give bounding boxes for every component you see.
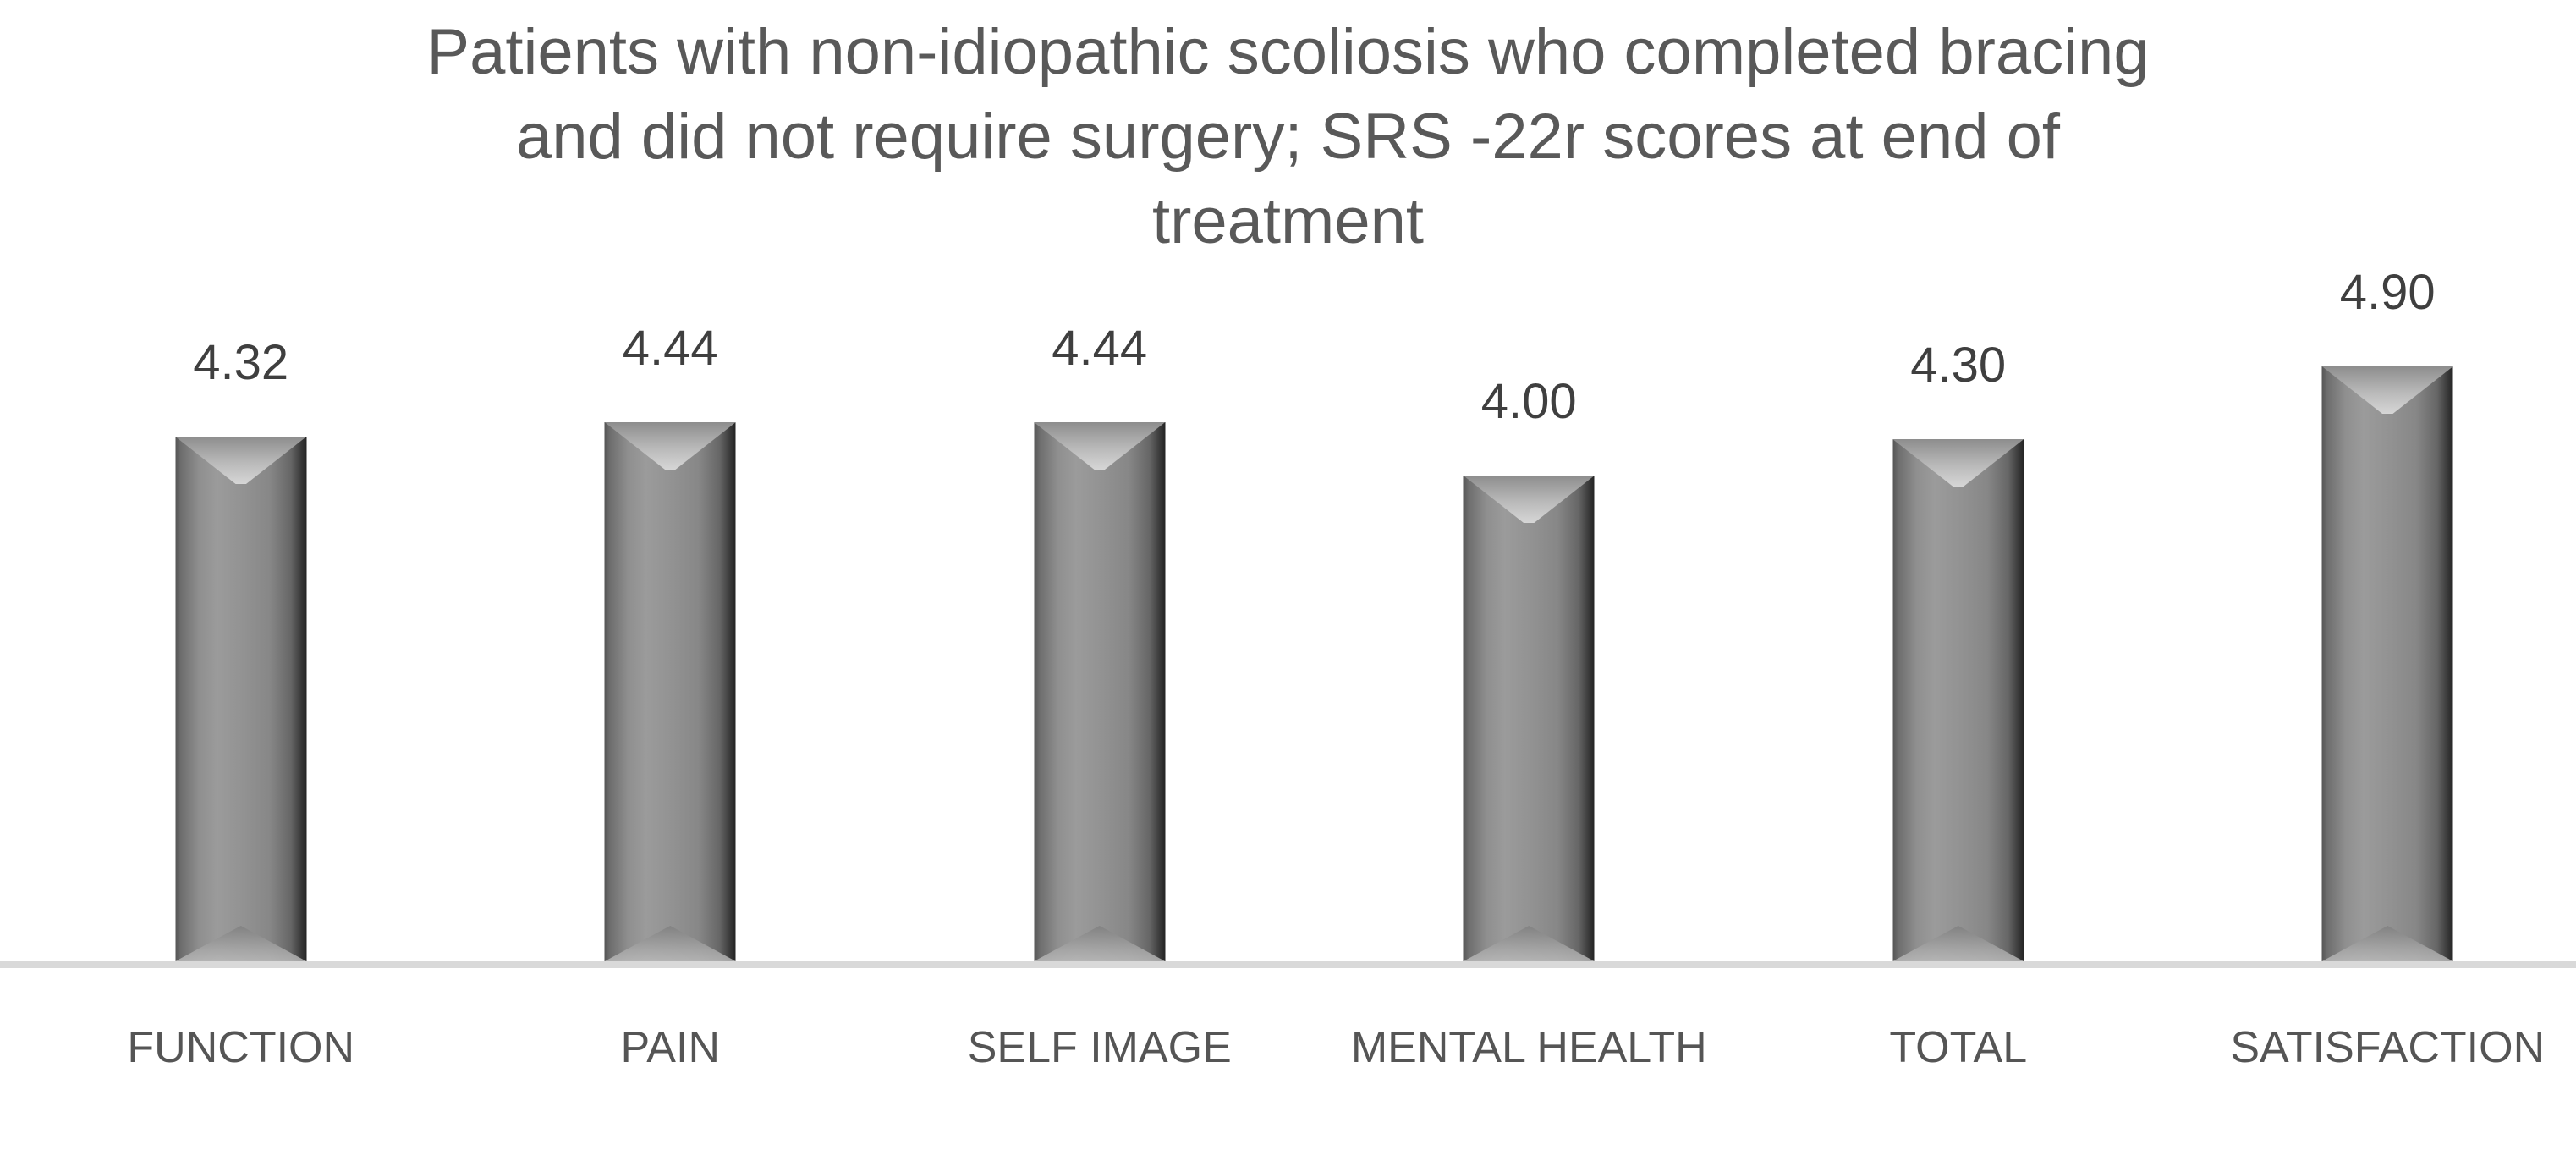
plot-area: 4.32 FUNCTION 4.44 PAIN 4.44 SELF IMAGE 4.00 ME… xyxy=(0,0,2576,961)
category-label: SELF IMAGE xyxy=(967,1023,1232,1072)
category-slot: 4.32 FUNCTION xyxy=(26,0,456,1073)
category-slot: 4.44 PAIN xyxy=(456,0,886,1072)
chart-title-line-3: treatment xyxy=(1151,185,1425,257)
bar-value-label: 4.30 xyxy=(1910,338,2007,393)
chart-title-line-2: and did not require surgery; SRS -22r sc… xyxy=(516,101,2060,173)
bar xyxy=(2321,366,2453,961)
category-label: TOTAL xyxy=(1889,1023,2028,1072)
category-label: FUNCTION xyxy=(127,1023,355,1072)
bar xyxy=(1892,439,2024,961)
bar-value-label: 4.00 xyxy=(1480,374,1577,429)
category-slot: 4.00 MENTAL HEALTH xyxy=(1315,0,1744,1073)
bar-value-label: 4.90 xyxy=(2339,265,2436,320)
category-label: MENTAL HEALTH xyxy=(1350,1023,1707,1072)
plot-slots: 4.32 FUNCTION 4.44 PAIN 4.44 SELF IMAGE 4.00 ME… xyxy=(26,0,2576,1073)
chart-title-line-1: Patients with non-idiopathic scoliosis w… xyxy=(426,16,2150,88)
bar xyxy=(1034,422,1166,961)
chart-title: Patients with non-idiopathic scoliosis w… xyxy=(189,10,2388,264)
category-label: PAIN xyxy=(620,1023,720,1072)
bar-value-label: 4.32 xyxy=(193,335,289,390)
category-slot: 4.44 SELF IMAGE xyxy=(885,0,1315,1073)
category-slot: 4.30 TOTAL xyxy=(1744,0,2173,1073)
category-slot: 4.90 SATISFACTION xyxy=(2173,0,2576,1073)
bar xyxy=(604,422,736,961)
bar-value-label: 4.44 xyxy=(622,321,718,376)
bar xyxy=(1463,476,1595,961)
bar xyxy=(175,437,307,961)
x-axis-line xyxy=(0,961,2576,968)
bar-value-label: 4.44 xyxy=(1052,321,1148,376)
category-label: SATISFACTION xyxy=(2230,1023,2546,1072)
